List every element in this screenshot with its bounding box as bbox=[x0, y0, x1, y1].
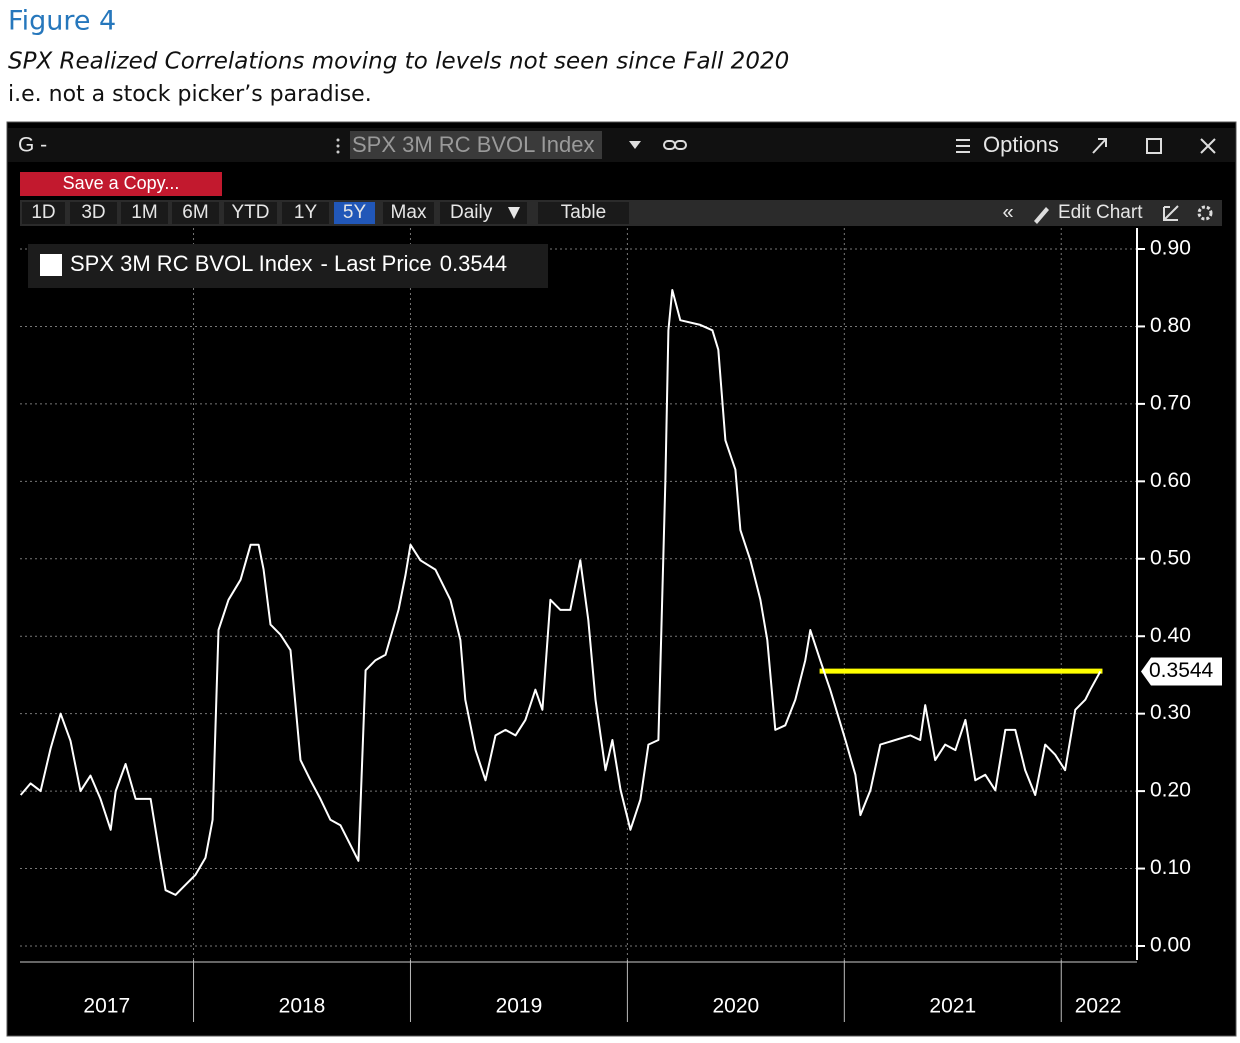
x-tick-label: 2022 bbox=[1075, 995, 1122, 1018]
tab-label[interactable]: Table bbox=[561, 202, 606, 223]
subtitle: SPX Realized Correlations moving to leve… bbox=[8, 49, 789, 75]
series-line bbox=[19, 289, 1102, 896]
legend-text: SPX 3M RC BVOL Index - Last Price 0.3544 bbox=[70, 251, 507, 276]
menu[interactable]: G - bbox=[18, 134, 47, 157]
drag-handle bbox=[336, 138, 340, 154]
legend-last-price: 0.3544 bbox=[440, 251, 507, 276]
tab[interactable] bbox=[383, 202, 434, 224]
maximize-icon[interactable] bbox=[1146, 138, 1162, 154]
dropdown-icon[interactable] bbox=[508, 207, 520, 219]
tab-label[interactable]: 1M bbox=[131, 202, 157, 223]
note: i.e. not a stock picker’s paradise. bbox=[8, 82, 372, 107]
y-tick-label: 0.60 bbox=[1150, 469, 1191, 492]
tab-label[interactable]: 5Y bbox=[343, 202, 367, 223]
close-icon[interactable] bbox=[1200, 138, 1216, 154]
tab[interactable] bbox=[70, 202, 117, 224]
annotate-icon[interactable] bbox=[1163, 205, 1179, 221]
x-tick-label: 2017 bbox=[83, 995, 130, 1018]
y-tick-label: 0.50 bbox=[1150, 546, 1191, 569]
settings-icon[interactable] bbox=[1197, 205, 1213, 221]
y-tick-label: 0.00 bbox=[1150, 934, 1191, 957]
ticker-box[interactable] bbox=[350, 131, 602, 159]
legend-box bbox=[28, 244, 548, 288]
x-tick-label: 2018 bbox=[279, 995, 326, 1018]
y-tick-label: 0.90 bbox=[1150, 237, 1191, 260]
legend-label: - Last Price bbox=[321, 251, 432, 276]
y-tick-label: 0.10 bbox=[1150, 856, 1191, 879]
ticker[interactable]: SPX 3M RC BVOL Index bbox=[352, 132, 595, 157]
tab-label[interactable]: Max bbox=[391, 202, 427, 223]
link-icon[interactable] bbox=[663, 140, 687, 150]
title-bar bbox=[8, 128, 1235, 162]
figure-label: Figure 4 bbox=[8, 6, 116, 37]
save-label[interactable]: Save a Copy... bbox=[63, 173, 180, 193]
tab[interactable] bbox=[121, 202, 168, 224]
y-tick-label: 0.80 bbox=[1150, 314, 1191, 337]
x-tick-label: 2019 bbox=[496, 995, 543, 1018]
popout-icon[interactable] bbox=[1092, 138, 1107, 154]
x-tick-label: 2021 bbox=[929, 995, 976, 1018]
tab-label[interactable]: YTD bbox=[232, 202, 270, 223]
pencil-icon[interactable] bbox=[1034, 207, 1049, 224]
tab[interactable] bbox=[282, 202, 329, 224]
tab[interactable] bbox=[172, 202, 219, 224]
options-icon[interactable] bbox=[956, 139, 970, 153]
edit-chart[interactable]: Edit Chart bbox=[1058, 202, 1143, 223]
options[interactable]: Options bbox=[983, 132, 1059, 157]
tab-label[interactable]: 1D bbox=[31, 202, 55, 223]
tab[interactable] bbox=[224, 202, 277, 224]
tab[interactable] bbox=[538, 202, 629, 224]
tab-label[interactable]: Daily bbox=[450, 202, 493, 223]
dropdown-icon[interactable] bbox=[629, 141, 641, 149]
collapse-icon[interactable]: « bbox=[1002, 201, 1013, 223]
y-tick-label: 0.70 bbox=[1150, 391, 1191, 414]
chart: 0.00 0.10 0.20 0.30 0.40 0.50 0.60 0.70 0.80 0.90… bbox=[19, 228, 1222, 1022]
tab-label[interactable]: 1Y bbox=[294, 202, 318, 223]
tab-label[interactable]: 3D bbox=[81, 202, 105, 223]
last-price-label: 0.3544 bbox=[1149, 659, 1214, 682]
tab-label[interactable]: 6M bbox=[182, 202, 208, 223]
y-tick-label: 0.30 bbox=[1150, 701, 1191, 724]
last-price-tag bbox=[1141, 657, 1222, 686]
y-tick-label: 0.20 bbox=[1150, 779, 1191, 802]
tab[interactable] bbox=[334, 202, 375, 224]
x-tick-label: 2020 bbox=[712, 995, 759, 1018]
plot-area bbox=[20, 228, 1137, 1022]
legend-swatch bbox=[40, 254, 62, 276]
y-tick-label: 0.40 bbox=[1150, 624, 1191, 647]
tab[interactable] bbox=[22, 202, 65, 224]
save-button[interactable] bbox=[20, 172, 222, 196]
tab[interactable] bbox=[440, 202, 527, 224]
legend-series-name: SPX 3M RC BVOL Index bbox=[70, 251, 313, 276]
